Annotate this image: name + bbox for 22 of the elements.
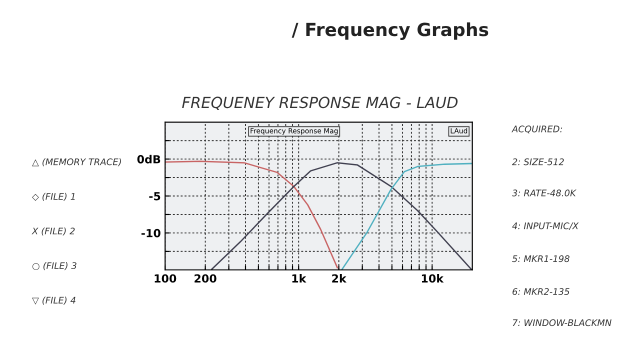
x-tick-label: 2k [332,274,347,282]
x-tick-label: 10k [422,274,444,283]
text: X (FILE) 2 [32,227,75,236]
text: ACQUIRED: [512,126,562,134]
text: 2: SIZE-512 [512,158,564,166]
y-tick-label: -5 [149,192,160,200]
text: ○ (FILE) 3 [32,262,76,270]
text: 5: MKR1-198 [512,255,570,262]
y-tick-label: -10 [141,228,160,238]
text: 6: MKR2-135 [512,288,570,295]
text: △ (MEMORY TRACE) [32,158,121,166]
x-tick-label: 200 [194,274,216,283]
y-tick-label: 0dB [137,154,160,164]
x-tick-label: 1k [292,274,306,282]
text: 3: RATE-48.0K [512,190,577,196]
text: 4: INPUT-MIC/X [512,222,579,230]
text: 7: WINDOW-BLACKMN [512,319,612,326]
chart-title: / Frequency Graphs [292,22,488,40]
chart-subtitle: FREQUENEY RESPONSE MAG - LAUD [182,96,458,110]
text: ◇ (FILE) 1 [32,192,75,201]
x-tick-label: 100 [154,274,176,283]
text: ▽ (FILE) 4 [32,296,76,305]
